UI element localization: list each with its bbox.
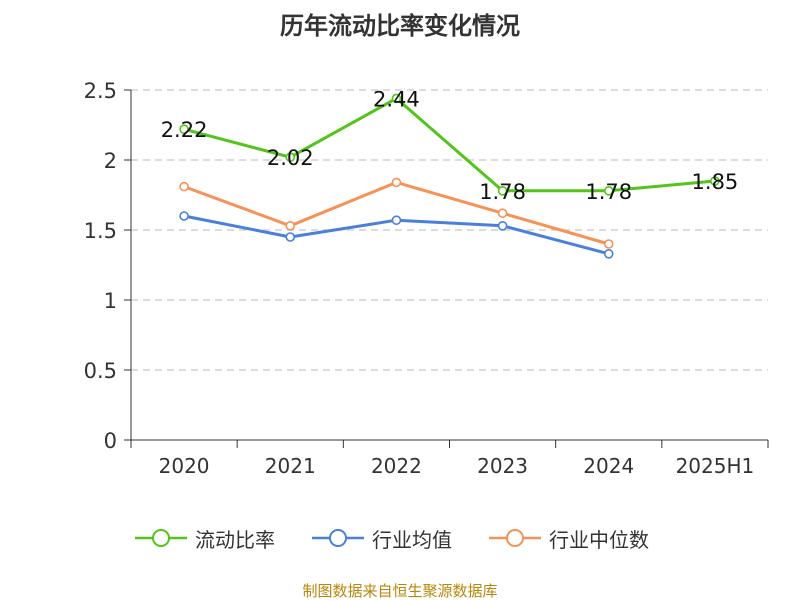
legend-label-current-ratio: 流动比率 (195, 527, 275, 552)
chart-title: 历年流动比率变化情况 (280, 12, 520, 40)
data-point-0 (391, 93, 402, 104)
data-label: 2.22 (161, 118, 208, 142)
data-point-0 (710, 176, 720, 186)
legend-item-industry-median[interactable]: 行业中位数 (487, 521, 649, 555)
data-label: 1.85 (692, 170, 739, 194)
data-point-2 (285, 221, 296, 231)
data-label: 2.44 (373, 87, 420, 111)
data-point-0 (603, 186, 614, 196)
x-tick-label: 2024 (583, 454, 634, 478)
y-tick-label: 0.5 (84, 359, 117, 383)
legend-label-industry-mean: 行业均值 (372, 527, 452, 552)
data-point-2 (179, 181, 189, 192)
series-line-0 (183, 96, 716, 193)
y-tick-label: 1 (104, 289, 117, 313)
legend-label-industry-median: 行业中位数 (549, 527, 649, 552)
chart-legend: 流动比率 行业均值 行业中位数 (0, 521, 800, 555)
data-point-1 (497, 221, 508, 231)
data-point-2 (497, 208, 508, 218)
data-point-1 (179, 211, 189, 221)
data-label: 1.78 (585, 180, 632, 204)
data-point-0 (497, 186, 508, 196)
y-tick-label: 1.5 (84, 219, 117, 243)
legend-marker-industry-mean (312, 529, 364, 547)
data-point-0 (285, 152, 296, 162)
legend-marker-industry-median (489, 529, 541, 547)
data-point-1 (391, 215, 402, 225)
data-label: 1.78 (479, 180, 526, 204)
data-label: 2.02 (267, 146, 314, 170)
x-tick-label: 2023 (477, 454, 528, 478)
data-point-2 (391, 177, 402, 188)
data-point-1 (285, 232, 296, 242)
legend-item-industry-mean[interactable]: 行业均值 (310, 521, 452, 555)
data-point-0 (179, 124, 189, 134)
x-tick-label: 2020 (159, 454, 210, 478)
data-point-1 (603, 249, 614, 259)
y-tick-label: 2 (104, 149, 117, 173)
legend-marker-current-ratio (135, 529, 187, 547)
y-tick-label: 0 (104, 429, 117, 453)
source-note: 制图数据来自恒生聚源数据库 (302, 582, 498, 600)
x-tick-label: 2025H1 (676, 454, 755, 478)
legend-item-current-ratio[interactable]: 流动比率 (133, 521, 275, 555)
x-tick-label: 2022 (371, 454, 422, 478)
data-point-2 (603, 239, 614, 249)
x-tick-label: 2021 (265, 454, 316, 478)
y-tick-label: 2.5 (84, 79, 117, 103)
